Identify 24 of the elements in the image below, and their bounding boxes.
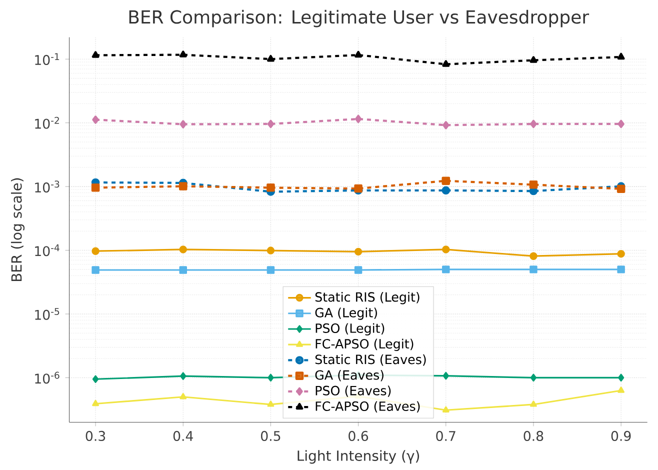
y-tick-label: 10$^{-6}$	[35, 372, 60, 384]
legend-label: PSO (Legit)	[316, 323, 384, 336]
x-tick-label: 0.3	[86, 430, 106, 441]
x-axis-title: Light Intensity (γ)	[298, 450, 420, 464]
x-tick-label: 0.8	[524, 430, 544, 441]
x-tick-label: 0.9	[611, 430, 631, 441]
y-tick-label: 10$^{-5}$	[35, 308, 60, 320]
y-tick-label: 10$^{-4}$	[35, 244, 60, 256]
x-tick-label: 0.6	[348, 430, 368, 441]
legend-label: FC-APSO (Eaves)	[316, 401, 420, 412]
legend-label: Static RIS (Eaves)	[315, 354, 426, 366]
y-axis-title: BER (log scale)	[10, 178, 24, 281]
legend-label: PSO (Eaves)	[316, 386, 391, 397]
legend-label: FC-APSO (Legit)	[316, 338, 414, 351]
x-tick-label: 0.4	[173, 430, 193, 441]
legend-label: GA (Legit)	[315, 307, 377, 320]
x-tick-label: 0.5	[261, 430, 280, 441]
chart-title: BER Comparison: Legitimate User vs Eavesdropper	[129, 10, 590, 28]
y-tick-label: 10$^{-2}$	[35, 116, 59, 129]
legend-label: GA (Eaves)	[315, 370, 384, 382]
y-tick-label: 10$^{-1}$	[35, 53, 60, 65]
y-tick-label: 10$^{-3}$	[35, 180, 60, 192]
legend-label: Static RIS (Legit)	[315, 292, 420, 304]
x-tick-label: 0.7	[436, 430, 456, 441]
